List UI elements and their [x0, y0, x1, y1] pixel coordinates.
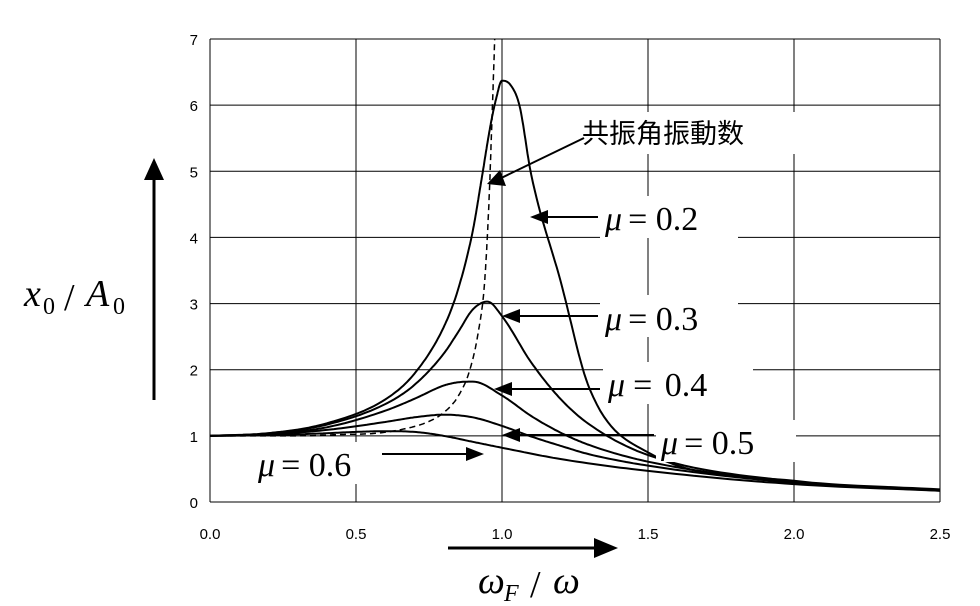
mu02-label: μ = 0.2 — [604, 201, 698, 238]
mu02-arrow-head — [530, 210, 548, 224]
mu06-label: μ = 0.6 — [257, 447, 351, 484]
y-label-sub2: 0 — [113, 294, 125, 320]
mu02-label-bg — [600, 196, 738, 238]
response-curve-4 — [209, 430, 941, 492]
x-arrow-head — [594, 538, 618, 558]
x-label-omega: ω — [478, 560, 505, 602]
response-curve-0 — [209, 79, 941, 491]
y-arrow-head — [144, 158, 164, 180]
x-tick-label: 1.5 — [638, 526, 659, 543]
x-tick-label: 1.0 — [492, 526, 513, 543]
x-axis-label: ω F / ω — [478, 560, 580, 606]
y-label-slash: / — [64, 277, 75, 319]
y-label-x: x — [23, 273, 41, 315]
response-curve-1 — [209, 300, 941, 492]
x-tick-labels: 0.0 0.5 1.0 1.5 2.0 2.5 — [200, 526, 951, 543]
resonance-pointer-head — [487, 170, 506, 186]
x-label-sub: F — [503, 581, 519, 606]
mu04-arrow-head — [494, 382, 512, 396]
y-tick-label: 1 — [190, 429, 198, 446]
x-tick-label: 2.5 — [930, 526, 951, 543]
y-tick-label: 5 — [190, 164, 198, 181]
response-curve-2 — [209, 380, 941, 492]
mu06-arrow-head — [466, 447, 484, 461]
curves — [209, 38, 941, 492]
mu05-arrow-head — [502, 428, 520, 442]
mu03-label-bg — [600, 295, 738, 337]
mu06-label-bg — [255, 442, 385, 484]
y-label-A: A — [83, 273, 110, 315]
x-tick-label: 0.0 — [200, 526, 221, 543]
resonance-pointer-line — [496, 137, 585, 181]
mu04-label: μ = 0.4 — [607, 367, 707, 404]
y-tick-label: 3 — [190, 297, 198, 314]
y-label-sub1: 0 — [43, 294, 55, 320]
x-tick-label: 2.0 — [784, 526, 805, 543]
response-curve-3 — [209, 413, 941, 492]
y-tick-label: 6 — [190, 98, 198, 115]
x-label-slash: / — [530, 564, 541, 606]
mu05-label-bg — [656, 420, 796, 462]
mu03-label: μ = 0.3 — [604, 301, 698, 338]
mu04-label-bg — [603, 362, 753, 404]
mu05-label: μ = 0.5 — [660, 425, 754, 462]
y-tick-label: 0 — [190, 495, 198, 512]
x-label-omega2: ω — [553, 560, 580, 602]
y-tick-label: 7 — [190, 32, 198, 49]
resonance-label: 共振角振動数 — [582, 119, 744, 150]
y-axis-label: x 0 / A 0 — [23, 273, 125, 320]
mu03-arrow-head — [502, 309, 520, 323]
y-tick-label: 2 — [190, 363, 198, 380]
resonance-label-bg — [578, 112, 800, 154]
y-tick-label: 4 — [190, 230, 198, 247]
y-tick-labels: 0 1 2 3 4 5 6 7 — [190, 32, 198, 512]
x-tick-label: 0.5 — [346, 526, 367, 543]
